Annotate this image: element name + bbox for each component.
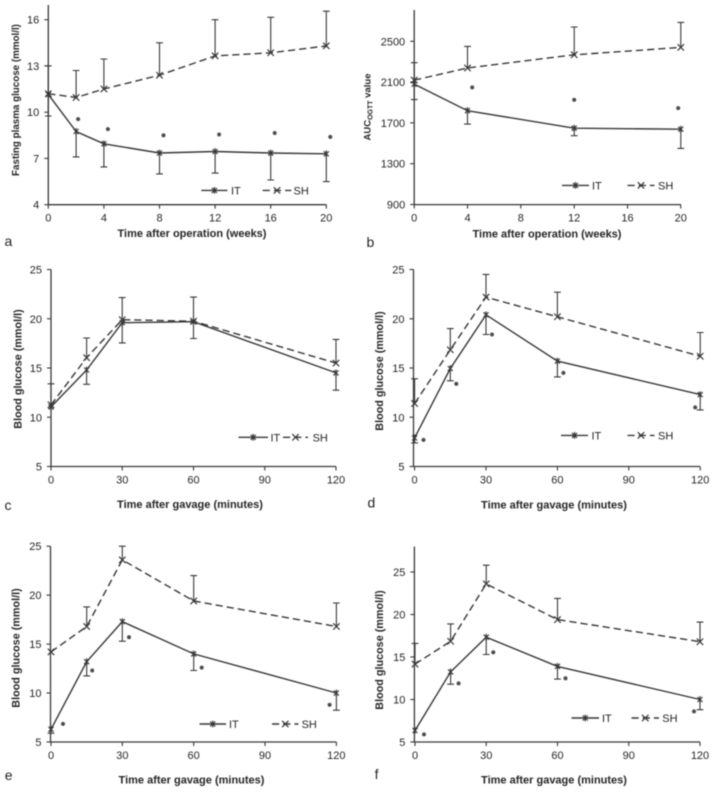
svg-text:5: 5 [398, 462, 404, 474]
svg-text:60: 60 [187, 475, 199, 487]
svg-text:20: 20 [675, 213, 687, 225]
svg-text:12: 12 [209, 213, 221, 225]
svg-text:a: a [5, 233, 13, 249]
svg-text:e: e [5, 767, 13, 783]
svg-text:IT: IT [271, 432, 281, 444]
svg-text:60: 60 [188, 750, 200, 762]
svg-text:10: 10 [393, 695, 405, 707]
svg-text:IT: IT [602, 713, 612, 725]
svg-text:13: 13 [27, 61, 39, 73]
svg-text:8: 8 [156, 213, 162, 225]
svg-text:SH: SH [302, 719, 317, 731]
svg-text:15: 15 [393, 652, 405, 664]
svg-text:Time after gavage (minutes): Time after gavage (minutes) [117, 499, 263, 511]
svg-text:25: 25 [29, 541, 41, 553]
svg-text:Time after operation (weeks): Time after operation (weeks) [118, 228, 267, 240]
svg-text:20: 20 [30, 314, 42, 326]
svg-text:AUCOGTT value: AUCOGTT value [363, 74, 375, 141]
svg-text:Time after gavage (minutes): Time after gavage (minutes) [481, 774, 627, 786]
svg-text:16: 16 [621, 213, 633, 225]
svg-text:Fasting plasma glucose (mmol/l: Fasting plasma glucose (mmol/l) [11, 24, 22, 176]
svg-text:4: 4 [33, 200, 39, 212]
svg-text:0: 0 [45, 213, 51, 225]
svg-text:4: 4 [101, 213, 107, 225]
svg-text:10: 10 [392, 412, 404, 424]
svg-text:30: 30 [480, 750, 492, 762]
svg-text:0: 0 [48, 750, 54, 762]
svg-text:Blood glucose (mmol/l): Blood glucose (mmol/l) [374, 590, 386, 710]
svg-text:0: 0 [48, 475, 54, 487]
svg-text:15: 15 [29, 639, 41, 651]
svg-text:SH: SH [658, 180, 673, 192]
svg-text:Time after gavage (minutes): Time after gavage (minutes) [481, 500, 627, 512]
svg-text:10: 10 [29, 688, 41, 700]
svg-text:IT: IT [231, 185, 241, 197]
svg-text:SH: SH [662, 713, 677, 725]
svg-text:0: 0 [411, 213, 417, 225]
svg-text:12: 12 [568, 213, 580, 225]
svg-text:120: 120 [327, 475, 345, 487]
svg-text:30: 30 [480, 475, 492, 487]
svg-text:b: b [367, 234, 375, 250]
svg-text:2100: 2100 [381, 77, 405, 89]
svg-text:120: 120 [691, 475, 709, 487]
svg-text:60: 60 [551, 750, 563, 762]
svg-text:IT: IT [592, 180, 602, 192]
svg-text:d: d [368, 495, 376, 511]
svg-text:25: 25 [393, 567, 405, 579]
svg-text:90: 90 [623, 475, 635, 487]
svg-text:30: 30 [116, 475, 128, 487]
svg-text:120: 120 [691, 750, 709, 762]
svg-text:16: 16 [27, 15, 39, 27]
svg-text:2500: 2500 [381, 36, 405, 48]
svg-text:8: 8 [518, 213, 524, 225]
svg-text:IT: IT [229, 719, 239, 731]
svg-text:1700: 1700 [381, 118, 405, 130]
svg-text:Time after gavage (minutes): Time after gavage (minutes) [119, 774, 265, 786]
svg-text:4: 4 [464, 213, 470, 225]
svg-text:20: 20 [320, 213, 332, 225]
svg-text:15: 15 [30, 363, 42, 375]
svg-text:Blood glucose (mmol/l): Blood glucose (mmol/l) [11, 588, 23, 708]
svg-text:Time after operation (weeks): Time after operation (weeks) [473, 229, 622, 241]
svg-text:900: 900 [387, 200, 405, 212]
svg-text:SH: SH [294, 185, 309, 197]
svg-text:25: 25 [30, 265, 42, 277]
svg-text:SH: SH [313, 432, 328, 444]
svg-text:15: 15 [392, 363, 404, 375]
svg-text:Blood glucose (mmol/l): Blood glucose (mmol/l) [374, 311, 386, 431]
svg-text:5: 5 [399, 737, 405, 749]
svg-text:60: 60 [551, 475, 563, 487]
svg-text:16: 16 [265, 213, 277, 225]
svg-text:120: 120 [327, 750, 345, 762]
svg-text:90: 90 [259, 750, 271, 762]
svg-text:0: 0 [412, 475, 418, 487]
svg-text:20: 20 [392, 314, 404, 326]
svg-text:f: f [375, 766, 379, 782]
svg-text:Blood glucose (mmol/l): Blood glucose (mmol/l) [13, 309, 25, 429]
svg-text:10: 10 [27, 107, 39, 119]
svg-text:90: 90 [259, 475, 271, 487]
svg-text:20: 20 [393, 610, 405, 622]
svg-text:0: 0 [412, 750, 418, 762]
svg-text:90: 90 [623, 750, 635, 762]
svg-text:10: 10 [30, 412, 42, 424]
svg-text:20: 20 [29, 590, 41, 602]
svg-text:c: c [5, 497, 12, 513]
svg-text:SH: SH [658, 430, 673, 442]
svg-text:30: 30 [116, 750, 128, 762]
svg-text:5: 5 [36, 462, 42, 474]
svg-text:7: 7 [33, 153, 39, 165]
svg-text:IT: IT [592, 430, 602, 442]
svg-text:25: 25 [392, 265, 404, 277]
svg-text:1300: 1300 [381, 159, 405, 171]
svg-text:5: 5 [35, 737, 41, 749]
